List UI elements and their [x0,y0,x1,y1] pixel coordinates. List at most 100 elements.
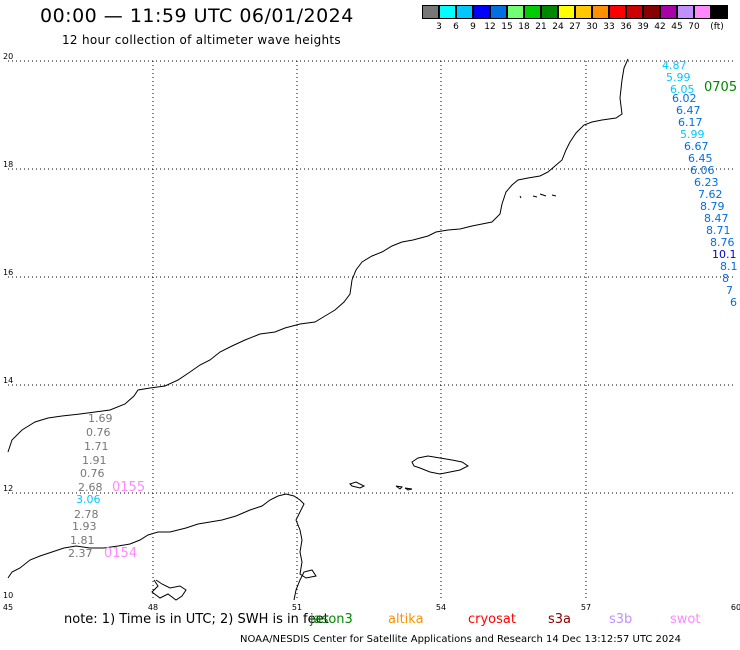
swh-value: 1.69 [88,412,113,425]
swh-value: 8.76 [710,236,735,249]
arabian-peninsula-coast [7,58,629,453]
satellite-name: jason3 [310,612,353,627]
lat-label: 18 [3,160,13,169]
scale-label: 27 [569,22,581,32]
swh-value: 7 [726,284,733,297]
scale-swatch [456,5,473,19]
swh-value: 6.45 [688,152,713,165]
swh-value: 6.23 [694,176,719,189]
satellite-name: swot [670,612,701,627]
scale-swatch [643,5,660,19]
swh-value: 8.1 [720,260,738,273]
scale-label: 15 [501,22,513,32]
lon-label: 57 [581,603,591,612]
scale-label: 39 [637,22,649,32]
scale-label: 6 [453,22,459,32]
scale-swatch [558,5,575,19]
satellite-name: cryosat [468,612,516,627]
swh-value: 6.47 [676,104,701,117]
pass-time-label: 0155 [112,480,145,495]
scale-swatch [677,5,694,19]
swh-value: 4.87 [662,59,687,72]
axis-labels: 20 18 16 14 12 10 45 48 51 54 57 60 [3,52,740,612]
lat-lon-grid [8,61,736,600]
scale-swatch [575,5,592,19]
lon-label: 60 [731,603,740,612]
scale-swatch [694,5,711,19]
lat-label: 14 [3,376,13,385]
scale-swatch [711,5,728,19]
scale-label: 3 [436,22,442,32]
scale-label: 36 [620,22,632,32]
satellite-name: s3a [548,612,572,627]
scale-label: 42 [654,22,666,32]
swh-value: 1.93 [72,520,97,533]
scale-swatch [490,5,507,19]
lon-label: 48 [148,603,158,612]
lon-label: 45 [3,603,13,612]
altimeter-tracks: 4.875.996.056.026.476.175.996.676.456.06… [68,59,738,561]
lon-label: 51 [292,603,302,612]
lat-label: 20 [3,52,13,61]
satellite-name: altika [388,612,424,627]
scale-swatch [507,5,524,19]
swh-value: 0.76 [80,467,105,480]
horn-of-africa-coast [7,493,317,601]
swh-value: 6.17 [678,116,703,129]
satellite-name: s3b [609,612,633,627]
units-note: note: 1) Time is in UTC; 2) SWH is in fe… [64,612,329,627]
scale-swatch [473,5,490,19]
swh-value: 6.02 [672,92,697,105]
credit-line: NOAA/NESDIS Center for Satellite Applica… [240,634,682,645]
scale-swatch [609,5,626,19]
swh-value: 1.91 [82,454,107,467]
scale-swatch [592,5,609,19]
swh-value: 1.81 [70,534,95,547]
scale-swatch [626,5,643,19]
scale-swatch [524,5,541,19]
scale-label: 30 [586,22,598,32]
swh-value: 1.71 [84,440,109,453]
scale-label: 18 [518,22,530,32]
swh-value: 5.99 [680,128,705,141]
swh-value: 6.06 [690,164,715,177]
scale-label: 24 [552,22,564,32]
scale-swatch [541,5,558,19]
lat-label: 12 [3,484,13,493]
scale-label: 12 [484,22,496,32]
scale-label: (ft) [710,22,724,32]
swh-value: 5.99 [666,71,691,84]
swh-value: 8.47 [704,212,729,225]
lat-label: 10 [3,591,13,600]
swh-value: 8.79 [700,200,725,213]
small-islands [349,193,557,491]
scale-swatch [439,5,456,19]
swh-value: 0.76 [86,426,111,439]
scale-label: 45 [671,22,683,32]
map-title: 00:00 — 11:59 UTC 06/01/2024 [40,5,354,27]
track-west-lower: 2.781.931.812.37 0154 [68,508,137,561]
swh-value: 2.68 [78,481,103,494]
swh-value: 8.71 [706,224,731,237]
lat-label: 16 [3,268,13,277]
somali-coast-fragment [151,579,187,601]
swh-value: 6.67 [684,140,709,153]
pass-time-label: 0705 [704,80,737,95]
swh-value: 6.05 [670,83,695,96]
map-subtitle: 12 hour collection of altimeter wave hei… [62,33,341,47]
swh-value: 10.1 [712,248,737,261]
pass-time-label: 0154 [104,546,137,561]
scale-swatch [660,5,677,19]
socotra-island [411,455,469,475]
scale-label: 21 [535,22,547,32]
swh-value: 2.78 [74,508,99,521]
track-east: 4.875.996.056.026.476.175.996.676.456.06… [662,59,738,309]
scale-label: 70 [688,22,700,32]
swh-value: 6 [730,296,737,309]
swh-value: 8 [722,272,729,285]
scale-label: 33 [603,22,615,32]
scale-swatch [422,5,439,19]
swh-value: 7.62 [698,188,723,201]
